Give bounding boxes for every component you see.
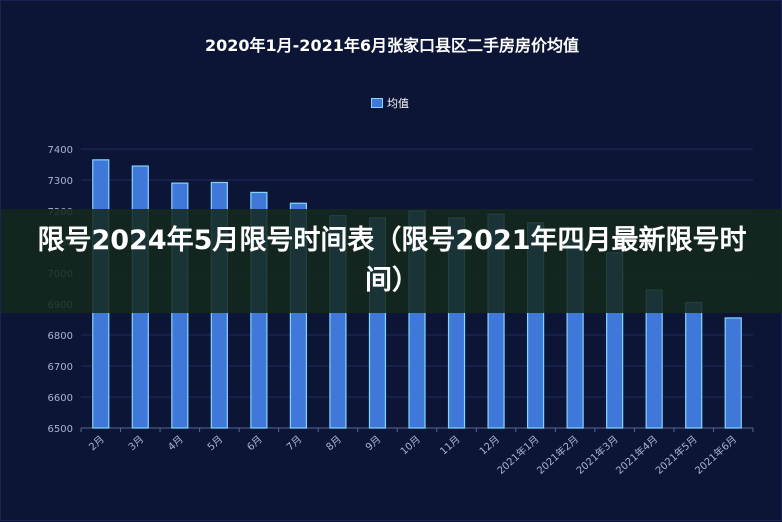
x-tick-label: 2021年1月 [494, 433, 541, 477]
y-tick-label: 6800 [48, 331, 73, 342]
y-tick-label: 6700 [48, 362, 73, 373]
x-tick-label: 8月 [324, 433, 344, 453]
bar [724, 317, 742, 429]
x-tick-label: 4月 [166, 433, 186, 453]
x-tick-label: 10月 [398, 433, 423, 457]
legend[interactable]: 均值 [371, 95, 409, 111]
chart-title: 2020年1月-2021年6月张家口县区二手房房价均值 [205, 36, 579, 55]
x-tick-label: 12月 [477, 433, 502, 457]
x-tick-label: 9月 [363, 433, 383, 453]
x-tick-label: 11月 [438, 433, 463, 457]
headline-overlay-text: 限号2024年5月限号时间表（限号2021年四月最新限号时间） [37, 225, 747, 296]
x-tick-label: 2021年3月 [573, 433, 620, 477]
y-tick-label: 7400 [48, 145, 73, 156]
legend-label: 均值 [387, 97, 409, 110]
x-tick-label: 7月 [284, 433, 304, 453]
x-tick-label: 2021年6月 [692, 433, 739, 477]
x-tick-label: 3月 [126, 433, 146, 453]
x-tick-label: 6月 [245, 433, 265, 453]
y-tick-label: 6600 [48, 393, 73, 404]
bar [685, 301, 703, 429]
headline-overlay-band [1, 209, 782, 313]
legend-swatch [371, 98, 383, 108]
x-tick-label: 2021年5月 [653, 433, 700, 477]
y-tick-label: 6500 [48, 424, 73, 435]
x-tick-label: 2021年4月 [613, 433, 660, 477]
x-tick-label: 2月 [87, 433, 107, 453]
x-tick-label: 2021年2月 [534, 433, 581, 477]
x-tick-label: 5月 [205, 433, 225, 453]
y-tick-label: 7300 [48, 176, 73, 187]
